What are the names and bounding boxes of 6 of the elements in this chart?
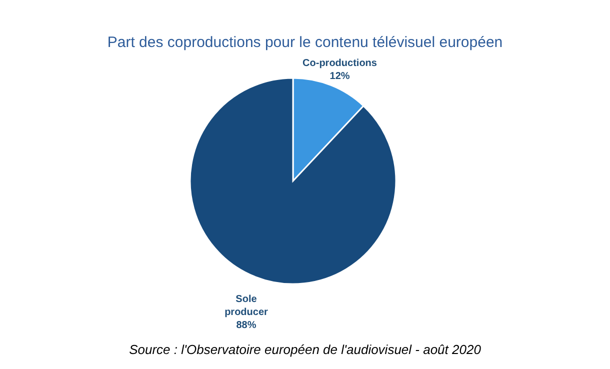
data-label: 12% [330,70,350,82]
data-label: 88% [236,320,256,332]
source-note: Source : l'Observatoire européen de l'audiovisuel - août 2020 [129,342,482,357]
slice-label: Sole producer [224,294,268,318]
slice-label: Co-productions [302,58,378,69]
chart-title: Part des coproductions pour le contenu télévisuel européen [107,34,503,51]
